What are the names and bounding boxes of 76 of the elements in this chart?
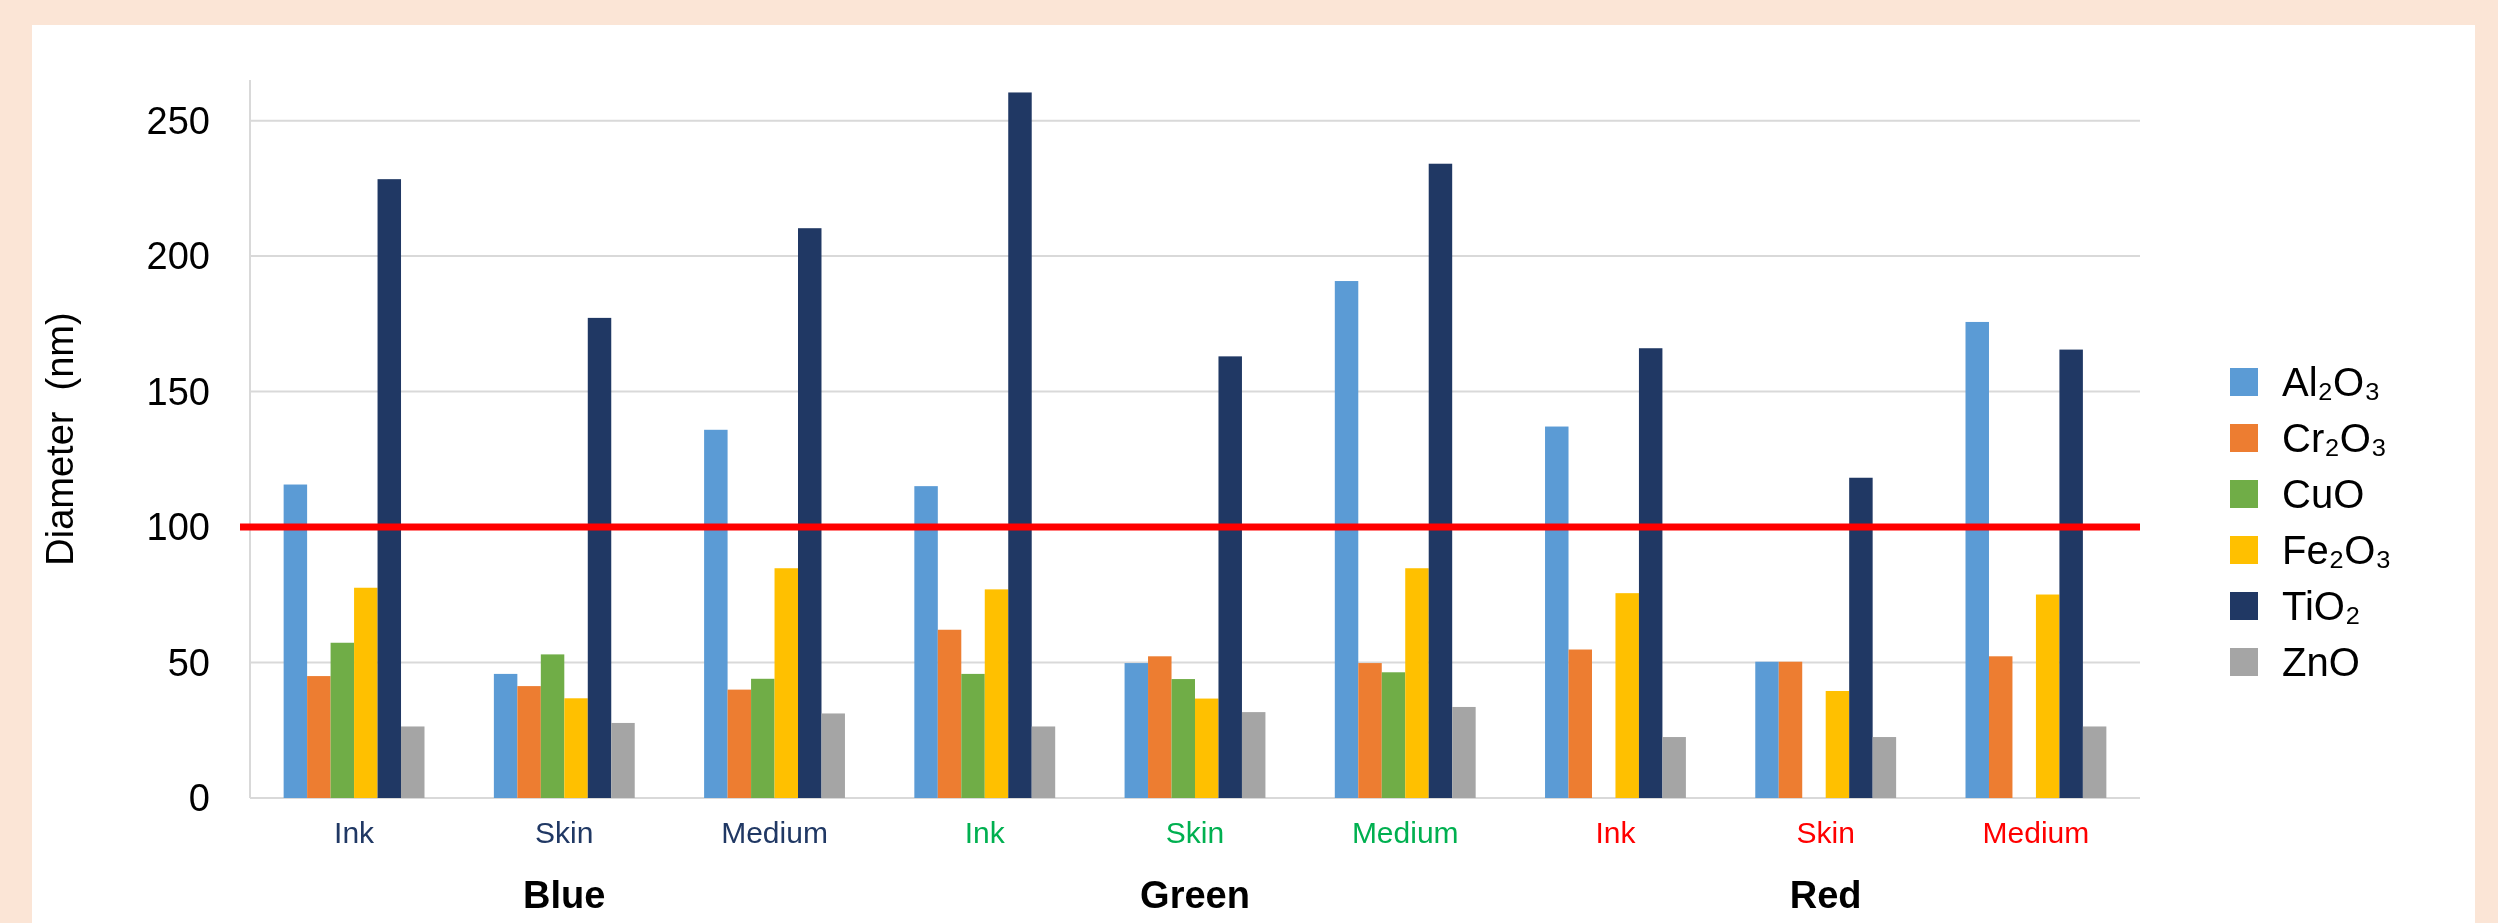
text: Blue [523,874,606,916]
bar [774,568,799,798]
bar [377,179,402,798]
bar [1452,706,1476,798]
text: Red [1789,874,1862,916]
bar [2059,349,2083,798]
x-tick-label: Ink [1595,815,1637,849]
x-tick-label: Skin [1796,815,1855,849]
bar [2082,726,2107,798]
bar [1778,661,1803,798]
bar [984,589,1009,798]
legend-label: Fe₂O₃ [2282,528,2392,572]
bar [354,587,378,798]
bar [1662,737,1686,798]
bar [493,673,518,798]
bar [564,698,588,798]
x-tick-label: Medium [721,815,828,849]
bar [1171,679,1195,798]
legend-label: Cr₂O₃ [2282,416,2388,460]
bar [1825,690,1850,798]
text: Green [1140,874,1250,916]
y-tick-label: 50 [167,641,210,684]
bar [1381,672,1406,798]
y-tick-label: 100 [146,506,210,549]
bar [2035,594,2060,798]
bar [1615,593,1639,798]
legend-label: ZnO [2282,640,2360,684]
bar [1405,568,1429,798]
bar [587,317,612,798]
bar [1124,663,1149,798]
bar [1872,737,1897,798]
bar [330,642,355,798]
bar [1148,656,1172,798]
x-tick-label: Medium [1982,815,2090,849]
x-tick-label: Ink [964,815,1006,849]
bar [540,654,565,798]
bar [1195,698,1219,798]
bar [751,678,775,798]
bar [1638,348,1663,798]
bar [1988,656,2013,798]
bar [914,486,938,798]
y-tick-label: 250 [146,99,210,142]
legend-label: Al₂O₃ [2282,360,2381,404]
x-tick-label: Skin [1165,815,1225,849]
bar [1031,726,1056,798]
bar [1965,321,1989,798]
bar [1545,426,1569,798]
bar [727,689,752,798]
bar [1008,92,1032,798]
x-tick-label: Skin [535,815,594,849]
x-tick-label: Ink [334,815,376,849]
y-tick-label: 200 [146,235,210,278]
bar [1568,649,1592,798]
bar [517,686,541,798]
bar [798,228,822,798]
bar [1358,663,1382,798]
bar [1334,281,1359,798]
legend-label: TiO₂ [2282,584,2361,628]
bar [1218,356,1242,798]
bar [611,722,635,798]
bar [401,726,425,798]
bar [961,673,985,798]
x-tick-label: Medium [1351,815,1459,849]
y-tick-label: 0 [188,777,210,819]
y-tick-label: 150 [146,370,210,413]
bar [1755,661,1779,798]
legend-label: CuO [2282,472,2365,516]
y-axis-title: Diameter (nm) [39,312,81,566]
bar [1428,163,1453,798]
bar [1241,712,1266,798]
bar [307,676,331,798]
bar [704,429,728,798]
bar [937,629,962,798]
bar [821,713,845,798]
bar [283,484,308,798]
bar [1849,477,1873,798]
